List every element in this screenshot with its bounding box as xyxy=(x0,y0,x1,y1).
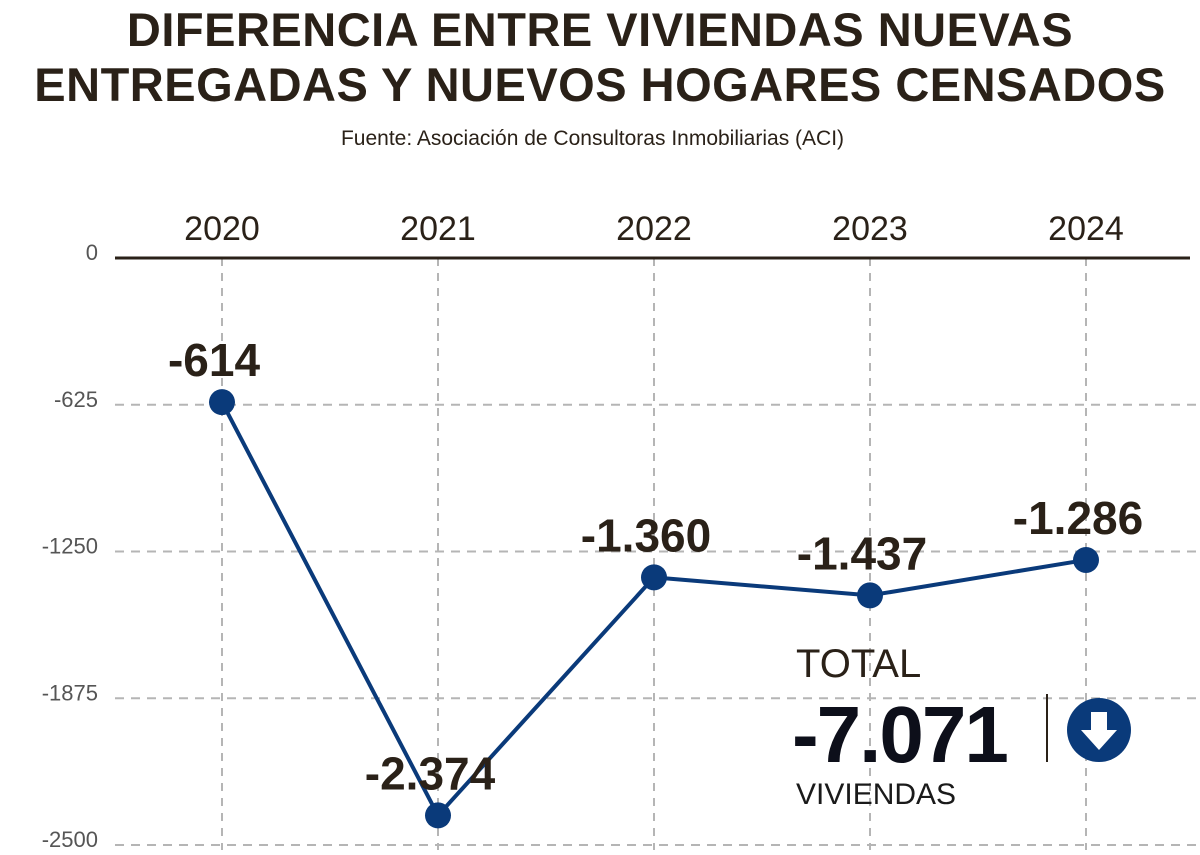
data-point xyxy=(425,802,451,829)
data-point xyxy=(1073,546,1099,573)
title-line-1: DIFERENCIA ENTRE VIVIENDAS NUEVAS xyxy=(126,3,1074,56)
y-tick-label: -625 xyxy=(54,387,98,412)
data-label: -1.360 xyxy=(581,509,711,561)
data-label: -614 xyxy=(168,334,260,386)
y-tick-label: -2500 xyxy=(42,827,98,852)
x-tick-label: 2020 xyxy=(184,210,260,248)
total-label: TOTAL xyxy=(796,642,922,686)
divider xyxy=(1046,694,1048,762)
data-label: -1.437 xyxy=(797,527,927,579)
title-line-2: ENTREGADAS Y NUEVOS HOGARES CENSADOS xyxy=(34,58,1166,111)
x-tick-label: 2024 xyxy=(1048,210,1124,248)
total-unit: VIVIENDAS xyxy=(796,778,957,811)
chart-title: DIFERENCIA ENTRE VIVIENDAS NUEVAS ENTREG… xyxy=(0,2,1200,112)
data-point xyxy=(857,582,883,609)
x-tick-label: 2021 xyxy=(400,210,476,248)
data-label: -2.374 xyxy=(365,747,496,799)
source-note: Fuente: Asociación de Consultoras Inmobi… xyxy=(340,127,845,150)
data-point xyxy=(641,564,667,591)
arrow-down-circle-icon xyxy=(1067,698,1131,762)
y-tick-label: -1250 xyxy=(42,534,98,559)
data-label: -1.286 xyxy=(1013,492,1143,544)
y-tick-label: -1875 xyxy=(42,680,98,705)
x-tick-label: 2022 xyxy=(616,210,692,248)
y-tick-label: 0 xyxy=(86,240,98,265)
data-point xyxy=(209,389,235,416)
x-tick-label: 2023 xyxy=(832,210,908,248)
total-value: -7.071 xyxy=(792,690,1009,779)
